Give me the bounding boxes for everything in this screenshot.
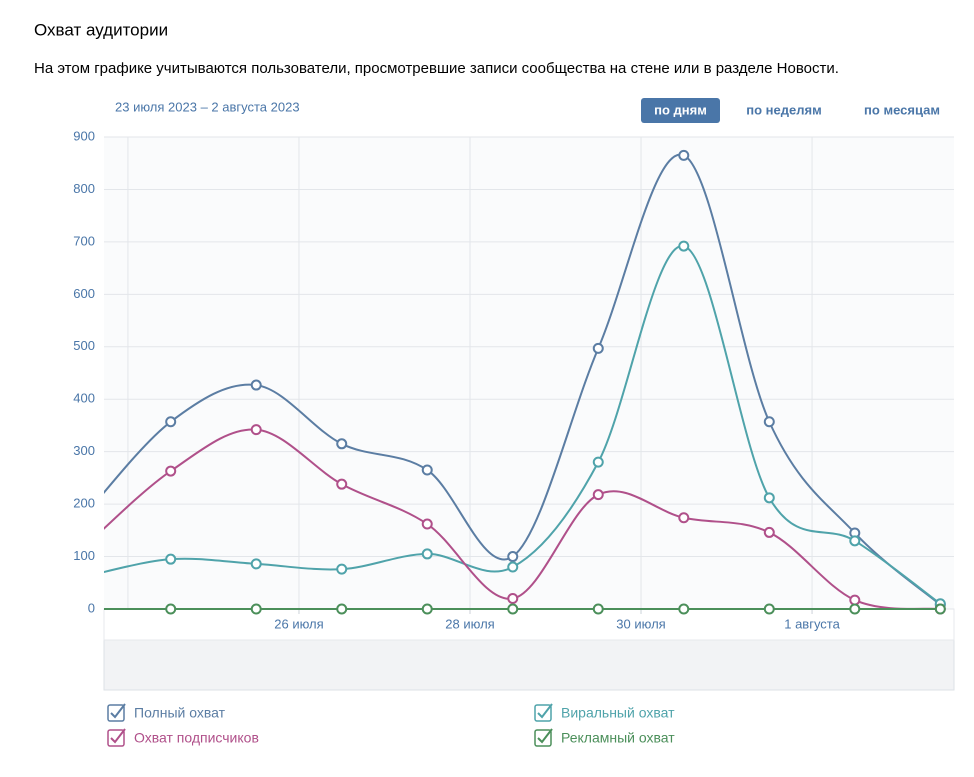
point[interactable] bbox=[165, 416, 177, 428]
point[interactable] bbox=[678, 240, 690, 252]
point[interactable] bbox=[250, 603, 262, 615]
point[interactable] bbox=[849, 603, 861, 615]
point[interactable] bbox=[165, 465, 177, 477]
x-tick-label: 30 июля bbox=[616, 616, 665, 631]
x-tick-label: 1 августа bbox=[784, 616, 840, 631]
point[interactable] bbox=[336, 603, 348, 615]
navigator[interactable] bbox=[103, 639, 955, 691]
legend: Полный охват Виральный охват Охват подписч… bbox=[107, 703, 675, 747]
y-tick-label: 200 bbox=[73, 496, 95, 511]
point[interactable] bbox=[336, 438, 348, 450]
period-button-bg[interactable] bbox=[641, 98, 720, 123]
point[interactable] bbox=[763, 526, 775, 538]
date-range[interactable]: 23 июля 2023 – 2 августа 2023 bbox=[115, 99, 300, 114]
y-tick-label: 800 bbox=[73, 181, 95, 196]
subtitle: На этом графике учитываются пользователи… bbox=[34, 60, 839, 77]
point[interactable] bbox=[250, 424, 262, 436]
point[interactable] bbox=[849, 594, 861, 606]
period-button[interactable]: по дням bbox=[654, 102, 707, 117]
y-tick-label: 400 bbox=[73, 391, 95, 406]
point[interactable] bbox=[421, 548, 433, 560]
legend-label[interactable]: Охват подписчиков bbox=[134, 730, 259, 746]
point[interactable] bbox=[336, 478, 348, 490]
point[interactable] bbox=[763, 416, 775, 428]
legend-check bbox=[110, 728, 126, 744]
y-tick-label: 900 bbox=[73, 128, 95, 143]
point[interactable] bbox=[934, 603, 946, 615]
point[interactable] bbox=[678, 603, 690, 615]
y-tick-label: 300 bbox=[73, 443, 95, 458]
point[interactable] bbox=[421, 518, 433, 530]
point[interactable] bbox=[763, 492, 775, 504]
legend-label[interactable]: Виральный охват bbox=[561, 705, 675, 721]
legend-check bbox=[537, 728, 553, 744]
legend-label[interactable]: Полный охват bbox=[134, 705, 226, 721]
point[interactable] bbox=[592, 603, 604, 615]
point[interactable] bbox=[250, 558, 262, 570]
x-tick-label: 26 июля bbox=[274, 616, 323, 631]
point[interactable] bbox=[421, 603, 433, 615]
point[interactable] bbox=[250, 379, 262, 391]
point[interactable] bbox=[507, 551, 519, 563]
point[interactable] bbox=[421, 464, 433, 476]
period-button[interactable]: по неделям bbox=[746, 102, 821, 117]
legend-label[interactable]: Рекламный охват bbox=[561, 730, 675, 746]
point[interactable] bbox=[678, 149, 690, 161]
point[interactable] bbox=[336, 563, 348, 575]
point[interactable] bbox=[592, 342, 604, 354]
y-tick-label: 600 bbox=[73, 286, 95, 301]
point[interactable] bbox=[592, 456, 604, 468]
point[interactable] bbox=[507, 593, 519, 605]
x-tick-label: 28 июля bbox=[445, 616, 494, 631]
point[interactable] bbox=[507, 561, 519, 573]
point[interactable] bbox=[849, 535, 861, 547]
x-axis-area bbox=[103, 608, 955, 641]
point[interactable] bbox=[592, 489, 604, 501]
point[interactable] bbox=[165, 553, 177, 565]
point[interactable] bbox=[763, 603, 775, 615]
plot-bg bbox=[104, 137, 954, 609]
y-tick-label: 0 bbox=[88, 600, 95, 615]
period-button[interactable]: по месяцам bbox=[864, 102, 940, 117]
y-tick-label: 100 bbox=[73, 548, 95, 563]
point[interactable] bbox=[165, 603, 177, 615]
y-tick-label: 500 bbox=[73, 338, 95, 353]
point[interactable] bbox=[507, 603, 519, 615]
title: Охват аудитории bbox=[34, 20, 168, 39]
y-tick-label: 700 bbox=[73, 233, 95, 248]
legend-check bbox=[537, 703, 553, 719]
legend-check bbox=[110, 703, 126, 719]
point[interactable] bbox=[678, 512, 690, 524]
